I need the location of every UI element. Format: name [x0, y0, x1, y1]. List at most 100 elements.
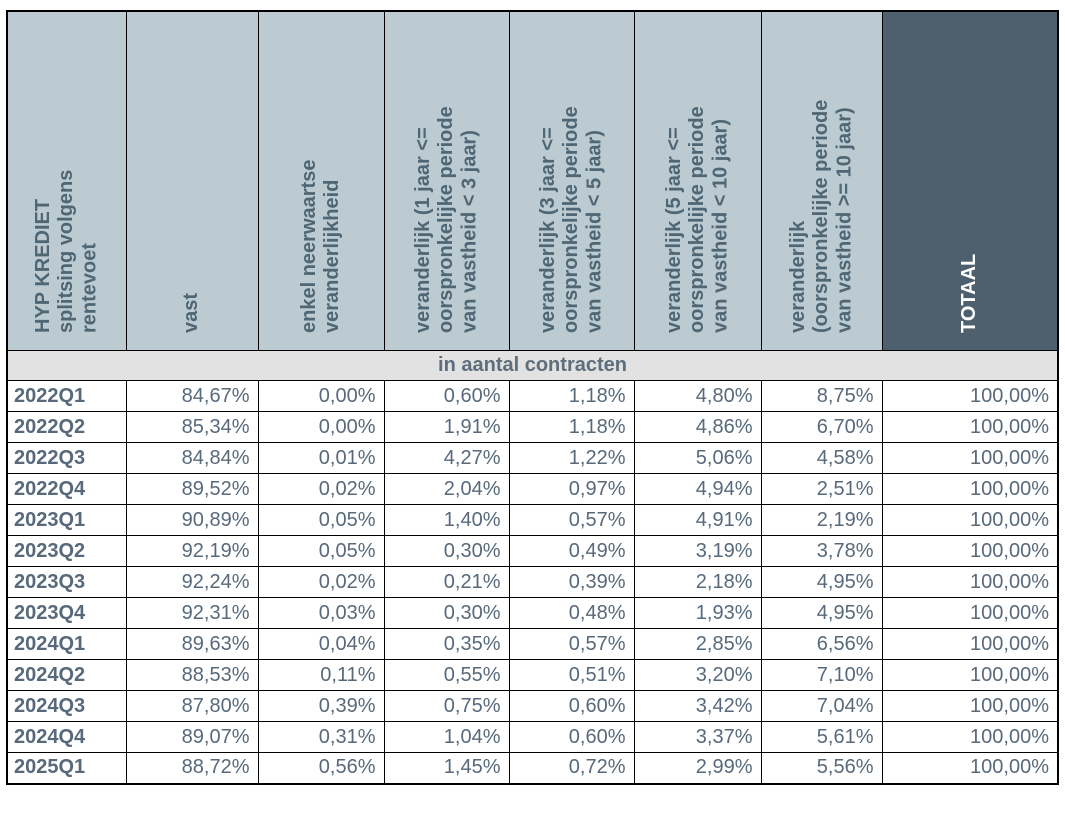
- quarter-cell: 2025Q1: [6, 752, 127, 784]
- value-cell: 100,00%: [881, 597, 1059, 629]
- col-header-table-title: HYP KREDIET splitsing volgens rentevoet: [6, 10, 127, 351]
- col-header-totaal: TOTAAL: [881, 10, 1059, 351]
- value-cell: 100,00%: [881, 659, 1059, 691]
- value-cell: 1,18%: [508, 380, 635, 412]
- value-cell: 0,57%: [508, 504, 635, 536]
- value-cell: 1,93%: [633, 597, 762, 629]
- col-header-vast-label: vast: [180, 292, 203, 333]
- quarter-cell: 2022Q3: [6, 442, 127, 474]
- value-cell: 2,99%: [633, 752, 762, 784]
- value-cell: 100,00%: [881, 721, 1059, 753]
- value-cell: 7,04%: [760, 690, 883, 722]
- value-cell: 8,75%: [760, 380, 883, 412]
- value-cell: 0,48%: [508, 597, 635, 629]
- col-header-veranderlijk-3-5: veranderlijk (3 jaar <= oorspronkelijke …: [508, 10, 635, 351]
- value-cell: 0,60%: [508, 690, 635, 722]
- header-row: HYP KREDIET splitsing volgens rentevoet …: [6, 10, 1059, 351]
- value-cell: 0,05%: [257, 504, 385, 536]
- col-header-totaal-label: TOTAAL: [958, 253, 981, 333]
- value-cell: 89,63%: [125, 628, 259, 660]
- value-cell: 5,56%: [760, 752, 883, 784]
- value-cell: 3,78%: [760, 535, 883, 567]
- value-cell: 6,70%: [760, 411, 883, 443]
- table-row: 2022Q2 85,34% 0,00% 1,91% 1,18% 4,86% 6,70% 100…: [6, 411, 1059, 443]
- value-cell: 0,56%: [257, 752, 385, 784]
- value-cell: 0,60%: [508, 721, 635, 753]
- quarter-cell: 2024Q3: [6, 690, 127, 722]
- table-row: 2024Q3 87,80% 0,39% 0,75% 0,60% 3,42% 7,04% 100…: [6, 690, 1059, 722]
- value-cell: 4,95%: [760, 566, 883, 598]
- value-cell: 1,22%: [508, 442, 635, 474]
- value-cell: 4,86%: [633, 411, 762, 443]
- value-cell: 0,00%: [257, 380, 385, 412]
- value-cell: 0,57%: [508, 628, 635, 660]
- value-cell: 0,49%: [508, 535, 635, 567]
- value-cell: 0,35%: [383, 628, 510, 660]
- value-cell: 3,19%: [633, 535, 762, 567]
- value-cell: 5,61%: [760, 721, 883, 753]
- value-cell: 0,51%: [508, 659, 635, 691]
- value-cell: 0,39%: [257, 690, 385, 722]
- value-cell: 0,01%: [257, 442, 385, 474]
- value-cell: 84,67%: [125, 380, 259, 412]
- quarter-cell: 2023Q1: [6, 504, 127, 536]
- value-cell: 1,45%: [383, 752, 510, 784]
- value-cell: 4,80%: [633, 380, 762, 412]
- value-cell: 100,00%: [881, 566, 1059, 598]
- value-cell: 92,24%: [125, 566, 259, 598]
- table-title: HYP KREDIET splitsing volgens rentevoet: [31, 169, 101, 333]
- value-cell: 90,89%: [125, 504, 259, 536]
- value-cell: 0,02%: [257, 566, 385, 598]
- value-cell: 100,00%: [881, 628, 1059, 660]
- value-cell: 85,34%: [125, 411, 259, 443]
- table-row: 2023Q3 92,24% 0,02% 0,21% 0,39% 2,18% 4,95% 100…: [6, 566, 1059, 598]
- value-cell: 88,72%: [125, 752, 259, 784]
- table-row: 2025Q1 88,72% 0,56% 1,45% 0,72% 2,99% 5,56% 100…: [6, 752, 1059, 784]
- value-cell: 0,02%: [257, 473, 385, 505]
- value-cell: 1,91%: [383, 411, 510, 443]
- col-header-veranderlijk-1-3: veranderlijk (1 jaar <= oorspronkelijke …: [383, 10, 510, 351]
- value-cell: 1,04%: [383, 721, 510, 753]
- value-cell: 0,11%: [257, 659, 385, 691]
- table-row: 2022Q4 89,52% 0,02% 2,04% 0,97% 4,94% 2,51% 100…: [6, 473, 1059, 505]
- value-cell: 4,94%: [633, 473, 762, 505]
- value-cell: 88,53%: [125, 659, 259, 691]
- value-cell: 7,10%: [760, 659, 883, 691]
- value-cell: 3,37%: [633, 721, 762, 753]
- col-header-veranderlijk-5-10-label: veranderlijk (5 jaar <= oorspronkelijke …: [662, 106, 732, 333]
- subtitle-cell: in aantal contracten: [6, 350, 1059, 381]
- value-cell: 92,19%: [125, 535, 259, 567]
- col-header-enkel-neerwaarts: enkel neerwaartse veranderlijkheid: [257, 10, 385, 351]
- value-cell: 100,00%: [881, 535, 1059, 567]
- table-row: 2023Q1 90,89% 0,05% 1,40% 0,57% 4,91% 2,19% 100…: [6, 504, 1059, 536]
- quarter-cell: 2024Q1: [6, 628, 127, 660]
- col-header-veranderlijk-5-10: veranderlijk (5 jaar <= oorspronkelijke …: [633, 10, 762, 351]
- table-row: 2022Q1 84,67% 0,00% 0,60% 1,18% 4,80% 8,75% 100…: [6, 380, 1059, 412]
- value-cell: 2,18%: [633, 566, 762, 598]
- value-cell: 4,91%: [633, 504, 762, 536]
- value-cell: 4,58%: [760, 442, 883, 474]
- table-row: 2024Q2 88,53% 0,11% 0,55% 0,51% 3,20% 7,10% 100…: [6, 659, 1059, 691]
- quarter-cell: 2023Q2: [6, 535, 127, 567]
- table-row: 2022Q3 84,84% 0,01% 4,27% 1,22% 5,06% 4,58% 100…: [6, 442, 1059, 474]
- col-header-enkel-neerwaarts-label: enkel neerwaartse veranderlijkheid: [297, 159, 343, 333]
- table-row: 2024Q4 89,07% 0,31% 1,04% 0,60% 3,37% 5,61% 100…: [6, 721, 1059, 753]
- value-cell: 0,39%: [508, 566, 635, 598]
- value-cell: 0,00%: [257, 411, 385, 443]
- table-body: 2022Q1 84,67% 0,00% 0,60% 1,18% 4,80% 8,75% 100…: [6, 380, 1059, 784]
- value-cell: 84,84%: [125, 442, 259, 474]
- quarter-cell: 2024Q4: [6, 721, 127, 753]
- value-cell: 0,97%: [508, 473, 635, 505]
- value-cell: 100,00%: [881, 690, 1059, 722]
- value-cell: 0,03%: [257, 597, 385, 629]
- col-header-veranderlijk-1-3-label: veranderlijk (1 jaar <= oorspronkelijke …: [411, 106, 481, 333]
- value-cell: 0,05%: [257, 535, 385, 567]
- value-cell: 100,00%: [881, 380, 1059, 412]
- value-cell: 2,51%: [760, 473, 883, 505]
- value-cell: 0,21%: [383, 566, 510, 598]
- value-cell: 3,20%: [633, 659, 762, 691]
- quarter-cell: 2023Q3: [6, 566, 127, 598]
- value-cell: 0,60%: [383, 380, 510, 412]
- value-cell: 3,42%: [633, 690, 762, 722]
- value-cell: 0,04%: [257, 628, 385, 660]
